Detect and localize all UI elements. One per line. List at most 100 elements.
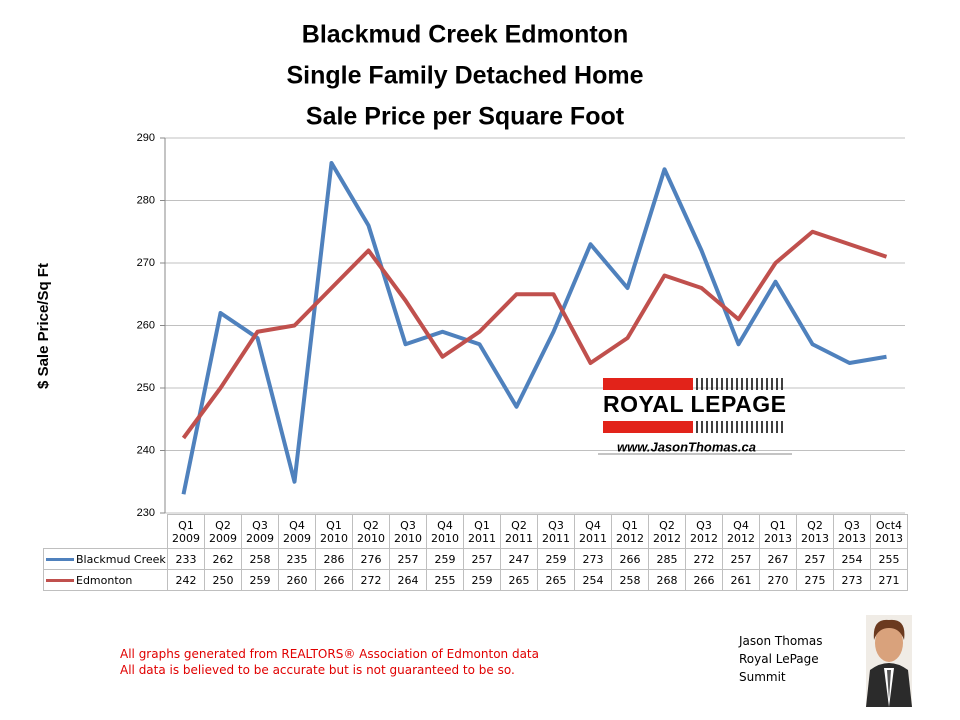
table-value: 266 [611,548,649,570]
x-tick-label: Q2 2010 [352,514,390,549]
table-value: 265 [500,569,538,591]
logo-bar [603,378,693,390]
x-tick-label: Oct4 2013 [870,514,908,549]
table-value: 260 [278,569,316,591]
table-value: 265 [537,569,575,591]
x-tick-label: Q1 2009 [167,514,205,549]
x-tick-label: Q1 2012 [611,514,649,549]
author: Jason Thomas [739,634,823,648]
x-tick-label: Q2 2009 [204,514,242,549]
table-value: 259 [537,548,575,570]
y-tick-label: 280 [137,194,155,206]
table-value: 272 [685,548,723,570]
footnote: All graphs generated from REALTORS® Asso… [120,647,539,661]
table-value: 276 [352,548,390,570]
x-tick-label: Q3 2009 [241,514,279,549]
chart-title: Blackmud Creek Edmonton [302,21,628,49]
logo-url: www.JasonThomas.ca [617,439,756,454]
author: Summit [739,670,786,684]
y-tick-label: 270 [137,257,155,269]
x-tick-label: Q4 2011 [574,514,612,549]
table-value: 275 [796,569,834,591]
x-tick-label: Q2 2013 [796,514,834,549]
x-tick-label: Q4 2012 [722,514,760,549]
x-tick-label: Q3 2013 [833,514,871,549]
y-axis-label: $ Sale Price/Sq Ft [35,263,52,389]
table-value: 272 [352,569,390,591]
table-value: 250 [204,569,242,591]
x-tick-label: Q3 2010 [389,514,427,549]
table-value: 273 [574,548,612,570]
logo-barcode [696,378,783,433]
table-value: 257 [796,548,834,570]
logo-bar [603,421,693,433]
table-value: 254 [833,548,871,570]
series-line [181,229,888,440]
table-value: 285 [648,548,686,570]
x-tick-label: Q4 2010 [426,514,464,549]
table-value: 257 [463,548,501,570]
photo-hair [873,619,905,640]
series-line [181,161,887,495]
y-tick-label: 260 [137,319,155,331]
table-value: 273 [833,569,871,591]
data-table: Q1 2009 Q2 2009 Q3 2009 Q4 2009 Q1 2010 Q2 20… [43,514,908,591]
table-value: 257 [722,548,760,570]
x-tick-label: Q3 2012 [685,514,723,549]
photo-face [875,624,903,662]
table-value: 267 [759,548,797,570]
table-value: 258 [241,548,279,570]
photo-tie [887,670,891,700]
x-tick-label: Q3 2011 [537,514,575,549]
table-value: 259 [426,548,464,570]
footnote: All data is believed to be accurate but … [120,663,515,677]
y-tick-label: 240 [137,444,155,456]
table-value: 259 [463,569,501,591]
table-value: 270 [759,569,797,591]
table-row: Blackmud Creek 233 262 258 235 286 276 257 259 25… [43,548,908,570]
x-tick-label: Q1 2013 [759,514,797,549]
table-value: 264 [389,569,427,591]
legend-label: Blackmud Creek [76,552,166,566]
table-value: 286 [315,548,353,570]
table-value: 266 [685,569,723,591]
legend-swatch [46,579,74,582]
legend-entry: Blackmud Creek [43,548,168,570]
table-corner [43,514,168,549]
legend-label: Edmonton [76,573,133,587]
table-value: 271 [870,569,908,591]
x-tick-label: Q2 2012 [648,514,686,549]
table-value: 261 [722,569,760,591]
table-value: 254 [574,569,612,591]
chart-title: Sale Price per Square Foot [306,103,625,131]
logo-brand: ROYAL LEPAGE [603,391,786,417]
photo [866,615,912,707]
table-value: 266 [315,569,353,591]
table-value: 233 [167,548,205,570]
table-value: 258 [611,569,649,591]
table-value: 259 [241,569,279,591]
y-tick-label: 250 [137,382,155,394]
x-tick-label: Q1 2010 [315,514,353,549]
table-value: 257 [389,548,427,570]
chart-title: Single Family Detached Home [286,62,643,90]
table-value: 247 [500,548,538,570]
legend-swatch [46,558,74,561]
table-value: 255 [426,569,464,591]
table-value: 242 [167,569,205,591]
table-value: 235 [278,548,316,570]
table-row: Edmonton 242 250 259 260 266 272 264 255 259 265 26… [43,569,908,591]
table-value: 255 [870,548,908,570]
legend-entry: Edmonton [43,569,168,591]
x-tick-label: Q1 2011 [463,514,501,549]
table-header-row: Q1 2009 Q2 2009 Q3 2009 Q4 2009 Q1 2010 Q2 20… [43,514,908,549]
table-value: 268 [648,569,686,591]
table-value: 262 [204,548,242,570]
logo: ROYAL LEPAGE www.JasonThomas.ca [598,378,792,455]
x-tick-label: Q4 2009 [278,514,316,549]
author: Royal LePage [739,652,819,666]
x-tick-label: Q2 2011 [500,514,538,549]
y-tick-label: 290 [137,132,155,144]
